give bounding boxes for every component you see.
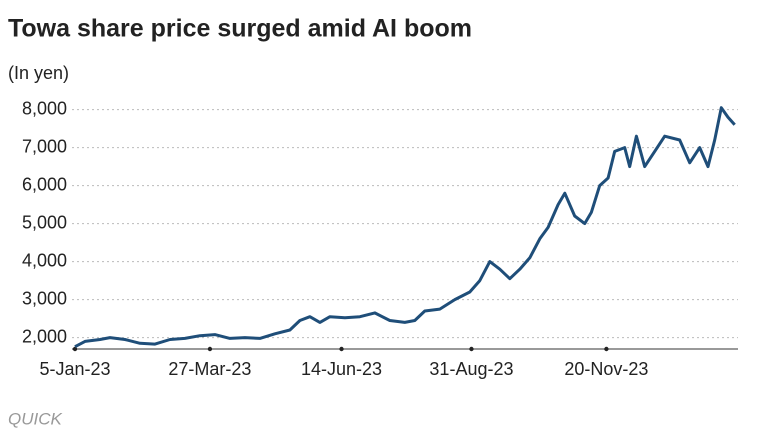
- y-tick-label: 4,000: [22, 250, 67, 270]
- x-tick-label: 27-Mar-23: [168, 359, 251, 379]
- x-tick: [604, 346, 609, 352]
- x-tick-label: 5-Jan-23: [39, 359, 110, 379]
- y-tick-label: 7,000: [22, 136, 67, 156]
- x-tick: [207, 346, 213, 352]
- x-tick-label: 14-Jun-23: [301, 359, 382, 379]
- price-line: [74, 106, 736, 349]
- x-tick-label: 20-Nov-23: [564, 359, 648, 379]
- chart-title: Towa share price surged amid AI boom: [8, 15, 472, 43]
- y-axis-label: (In yen): [8, 63, 69, 83]
- y-tick-label: 8,000: [22, 98, 67, 118]
- y-tick-label: 6,000: [22, 174, 67, 194]
- x-tick: [469, 346, 474, 352]
- source: QUICK: [8, 409, 63, 428]
- x-tick: [72, 346, 78, 352]
- x-tick-label: 31-Aug-23: [429, 359, 513, 379]
- y-tick-label: 5,000: [22, 212, 67, 232]
- x-tick: [339, 346, 344, 352]
- y-tick-label: 2,000: [22, 326, 67, 346]
- y-tick-label: 3,000: [22, 288, 67, 308]
